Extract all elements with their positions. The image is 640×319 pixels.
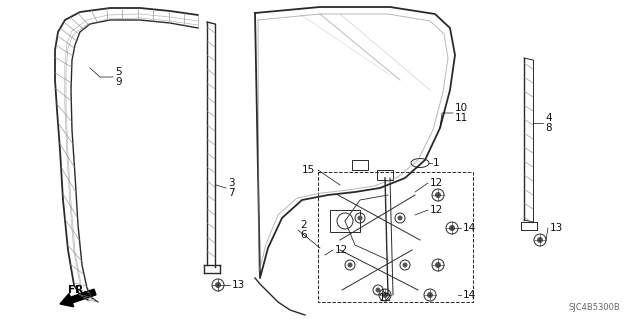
Text: 7: 7	[228, 188, 235, 198]
Circle shape	[376, 287, 381, 293]
Circle shape	[382, 292, 388, 298]
Text: 11: 11	[455, 113, 468, 123]
Bar	[377, 170, 393, 180]
Circle shape	[427, 292, 433, 298]
Bar	[352, 160, 368, 170]
Circle shape	[358, 216, 362, 220]
Text: 1: 1	[433, 158, 440, 168]
Text: 5: 5	[115, 67, 122, 77]
Text: 4: 4	[545, 113, 552, 123]
Circle shape	[397, 216, 403, 220]
Text: SJC4B5300B: SJC4B5300B	[568, 303, 620, 313]
Text: FR.: FR.	[68, 285, 88, 295]
Bar	[330, 210, 360, 232]
Text: 15: 15	[302, 165, 316, 175]
Text: 8: 8	[545, 123, 552, 133]
Text: 13: 13	[550, 223, 563, 233]
Circle shape	[215, 282, 221, 288]
Text: 12: 12	[430, 178, 444, 188]
Circle shape	[435, 262, 441, 268]
Circle shape	[348, 263, 353, 268]
Circle shape	[537, 237, 543, 243]
Text: 6: 6	[300, 230, 307, 240]
FancyArrow shape	[60, 289, 96, 307]
Text: 2: 2	[300, 220, 307, 230]
Text: 13: 13	[232, 280, 245, 290]
Text: 9: 9	[115, 77, 122, 87]
Text: 10: 10	[455, 103, 468, 113]
Text: 12: 12	[430, 205, 444, 215]
Circle shape	[403, 263, 408, 268]
Circle shape	[435, 192, 441, 198]
Circle shape	[449, 225, 455, 231]
Text: 3: 3	[228, 178, 235, 188]
Text: 14: 14	[463, 290, 476, 300]
Text: 14: 14	[463, 223, 476, 233]
Text: 12: 12	[335, 245, 348, 255]
Bar	[318, 172, 473, 302]
Text: 12: 12	[378, 293, 392, 303]
